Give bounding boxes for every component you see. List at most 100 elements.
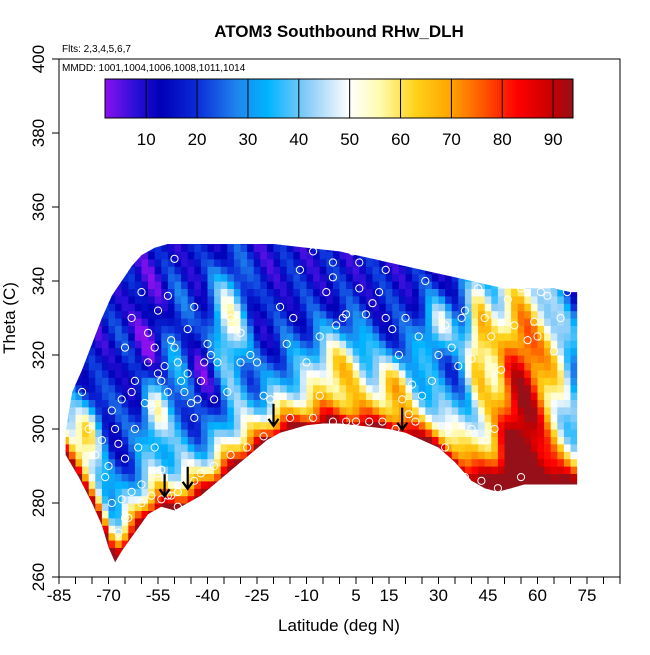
heatmap-cell bbox=[187, 451, 195, 460]
heatmap-cell bbox=[181, 288, 189, 297]
heatmap-cell bbox=[405, 318, 413, 326]
heatmap-cell bbox=[563, 347, 572, 356]
observation-point bbox=[276, 302, 285, 311]
heatmap-cell bbox=[471, 340, 479, 349]
heatmap-cell bbox=[405, 355, 413, 363]
heatmap-cell bbox=[220, 355, 228, 363]
heatmap-cell bbox=[478, 295, 486, 304]
heatmap-cell bbox=[326, 310, 334, 319]
heatmap-cell bbox=[101, 406, 110, 415]
heatmap-cell bbox=[530, 443, 539, 452]
heatmap-cell bbox=[240, 414, 248, 423]
heatmap-cell bbox=[478, 377, 486, 386]
heatmap-cell bbox=[445, 362, 453, 371]
heatmap-cell bbox=[200, 258, 209, 267]
heatmap-cell bbox=[253, 281, 261, 289]
heatmap-cell bbox=[260, 355, 268, 363]
heatmap-cell bbox=[557, 340, 565, 349]
heatmap-cell bbox=[392, 384, 400, 393]
observation-point bbox=[266, 395, 275, 404]
heatmap-cell bbox=[497, 392, 506, 400]
observation-point bbox=[361, 310, 370, 319]
heatmap-cell bbox=[115, 310, 123, 319]
heatmap-cell bbox=[484, 310, 492, 319]
heatmap-cell bbox=[187, 377, 195, 386]
heatmap-cell bbox=[332, 266, 341, 275]
observation-point bbox=[170, 254, 179, 263]
heatmap-cell bbox=[214, 458, 222, 467]
heatmap-cell bbox=[240, 392, 248, 400]
observation-point bbox=[97, 436, 107, 445]
heatmap-cell bbox=[207, 244, 215, 245]
heatmap-cell bbox=[174, 377, 182, 386]
observation-point bbox=[391, 424, 400, 434]
heatmap-cell bbox=[181, 399, 189, 408]
heatmap-cell bbox=[517, 421, 525, 430]
heatmap-cell bbox=[247, 266, 255, 275]
heatmap-cell bbox=[88, 355, 96, 363]
heatmap-cell bbox=[524, 288, 532, 297]
heatmap-cell bbox=[134, 421, 143, 430]
heatmap-cell bbox=[240, 244, 248, 245]
heatmap-cell bbox=[167, 281, 176, 289]
observation-point bbox=[543, 291, 552, 300]
heatmap-cell bbox=[115, 429, 123, 437]
heatmap-cell bbox=[524, 303, 532, 312]
heatmap-cell bbox=[233, 384, 242, 393]
heatmap-cell bbox=[115, 406, 123, 415]
colorbar-tick-label: 30 bbox=[238, 130, 257, 149]
heatmap-cell bbox=[121, 288, 129, 297]
heatmap-cell bbox=[260, 303, 268, 312]
heatmap-cell bbox=[431, 318, 440, 326]
heatmap-cell bbox=[141, 303, 149, 312]
heatmap-cell bbox=[530, 451, 539, 460]
heatmap-cell bbox=[273, 429, 281, 437]
heatmap-cell bbox=[339, 355, 347, 363]
heatmap-cell bbox=[88, 466, 96, 474]
observation-point bbox=[104, 461, 113, 471]
heatmap-cell bbox=[550, 429, 558, 437]
colorbar-cell bbox=[519, 79, 522, 118]
heatmap-cell bbox=[385, 258, 393, 267]
heatmap-cell bbox=[128, 532, 136, 541]
heatmap-cell bbox=[187, 421, 195, 430]
heatmap-cell bbox=[563, 340, 572, 349]
heatmap-cell bbox=[412, 332, 420, 341]
heatmap-cell bbox=[101, 362, 110, 371]
observation-point bbox=[315, 332, 324, 341]
y-tick-label: 400 bbox=[29, 45, 48, 73]
heatmap-cell bbox=[293, 258, 301, 267]
heatmap-cell bbox=[471, 347, 479, 356]
heatmap-cell bbox=[517, 443, 525, 452]
heatmap-cell bbox=[379, 295, 387, 304]
colorbar-cell bbox=[325, 79, 328, 118]
heatmap-cell bbox=[161, 251, 169, 260]
heatmap-cell bbox=[240, 347, 248, 356]
heatmap-cell bbox=[194, 355, 202, 363]
heatmap-cell bbox=[471, 406, 479, 415]
heatmap-cell bbox=[121, 332, 129, 341]
heatmap-cell bbox=[313, 288, 321, 297]
colorbar-cell bbox=[289, 79, 292, 118]
heatmap-cell bbox=[425, 369, 433, 378]
heatmap-cell bbox=[293, 399, 301, 408]
colorbar-cell bbox=[275, 79, 278, 118]
heatmap-cell bbox=[286, 244, 294, 252]
colorbar-cell bbox=[391, 79, 394, 118]
heatmap-cell bbox=[95, 384, 103, 393]
heatmap-cell bbox=[280, 392, 288, 400]
heatmap-cell bbox=[65, 436, 70, 445]
heatmap-cell bbox=[167, 303, 176, 312]
heatmap-cell bbox=[128, 480, 136, 489]
heatmap-cell bbox=[240, 429, 248, 437]
heatmap-cell bbox=[260, 414, 268, 423]
colorbar-cell bbox=[233, 79, 236, 118]
heatmap-cell bbox=[557, 406, 565, 415]
heatmap-cell bbox=[511, 384, 519, 393]
heatmap-cell bbox=[115, 369, 123, 378]
heatmap-cell bbox=[359, 288, 367, 297]
heatmap-cell bbox=[227, 392, 235, 400]
heatmap-cell bbox=[200, 443, 209, 452]
colorbar-cell bbox=[473, 79, 476, 118]
heatmap-cell bbox=[570, 451, 578, 460]
